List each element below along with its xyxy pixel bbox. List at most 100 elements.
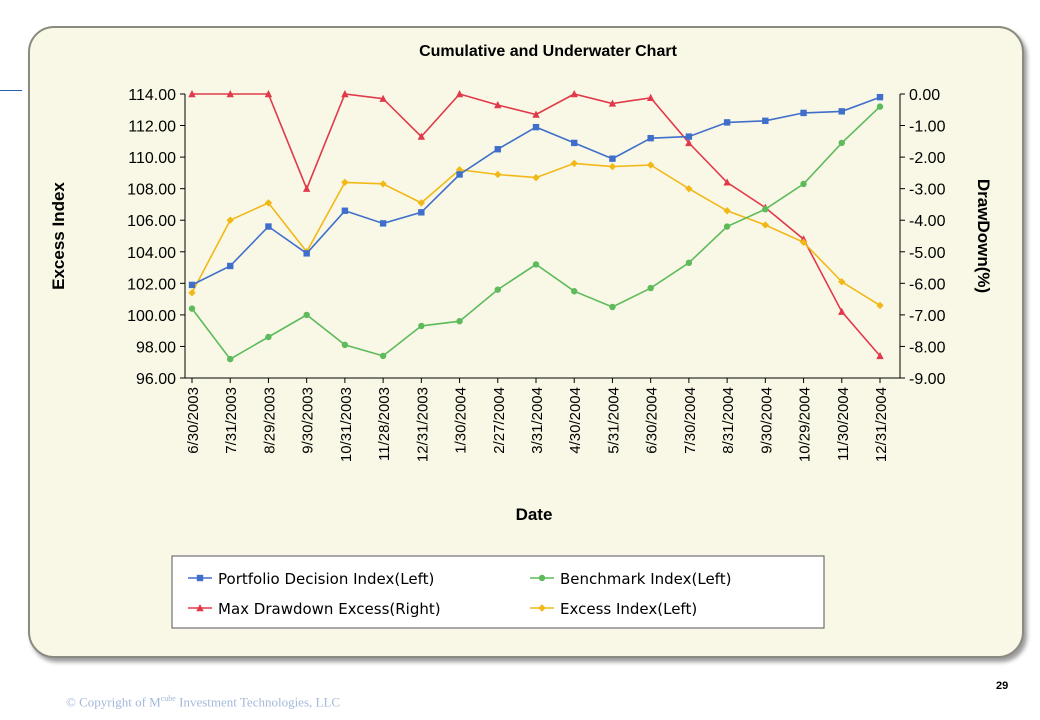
- chart-title: Cumulative and Underwater Chart: [419, 43, 678, 60]
- data-point: [647, 134, 654, 142]
- legend-box: [171, 555, 825, 629]
- legend-marker: [538, 604, 546, 612]
- legend-marker: [538, 574, 546, 582]
- data-point: [761, 221, 770, 229]
- y-tick-label: 104.00: [127, 245, 176, 262]
- data-point: [226, 216, 234, 224]
- data-point: [379, 180, 387, 188]
- data-point: [226, 90, 234, 98]
- x-tick-label: 7/31/2003: [223, 387, 240, 454]
- data-point: [227, 355, 234, 363]
- data-point: [188, 281, 196, 289]
- copyright-suffix: Investment Technologies, LLC: [175, 694, 341, 710]
- data-point: [188, 305, 196, 312]
- data-point: [685, 184, 693, 193]
- data-point: [188, 90, 196, 98]
- legend-label: Benchmark Index(Left): [560, 570, 731, 588]
- x-tick-label: 3/31/2004: [529, 387, 546, 454]
- data-point: [647, 284, 654, 292]
- legend-marker: [196, 574, 204, 582]
- series-square-group: [188, 93, 884, 289]
- y-tick-label: 98.00: [136, 339, 176, 356]
- legend-marker: [196, 604, 204, 612]
- y2-tick-label: 0.00: [909, 87, 940, 104]
- data-point: [723, 178, 731, 186]
- data-point: [609, 155, 616, 162]
- x-tick-label: 11/30/2004: [835, 387, 852, 461]
- data-point: [341, 341, 349, 349]
- data-point: [800, 109, 807, 117]
- data-point: [685, 259, 693, 267]
- data-point: [341, 207, 349, 214]
- x-tick-label: 7/30/2004: [682, 387, 699, 454]
- header-rule: [0, 90, 22, 91]
- x-tick-label: 12/31/2003: [414, 387, 431, 462]
- data-point: [456, 318, 463, 325]
- series-diamond-group: [188, 159, 884, 310]
- y2-tick-label: -4.00: [909, 213, 946, 230]
- y2-tick-label: -3.00: [909, 182, 946, 199]
- data-point: [685, 133, 693, 140]
- data-point: [571, 139, 578, 147]
- x-tick-label: 9/30/2003: [300, 387, 317, 454]
- y-tick-label: 114.00: [128, 87, 176, 104]
- y-tick-label: 102.00: [127, 276, 176, 293]
- y-tick-label: 100.00: [127, 308, 176, 325]
- data-point: [646, 161, 655, 169]
- data-point: [876, 93, 884, 101]
- data-point: [303, 311, 310, 319]
- data-point: [762, 117, 769, 125]
- data-point: [608, 162, 617, 171]
- x-tick-label: 1/30/2004: [453, 387, 470, 454]
- y2-tick-label: -6.00: [909, 276, 946, 293]
- y-axis-label: Excess Index: [49, 182, 68, 290]
- data-point: [723, 207, 731, 215]
- plot-area: [188, 90, 884, 363]
- x-tick-label: 8/31/2004: [720, 387, 737, 454]
- x-tick-label: 6/30/2003: [185, 387, 202, 454]
- x-ticks: 6/30/2003 7/31/2003 8/29/2003 9/30/2003 10/3…: [185, 378, 890, 462]
- data-point: [876, 301, 884, 310]
- data-point: [838, 139, 845, 147]
- series-line: [191, 106, 881, 361]
- y2-axis-label: DrawDown(%): [974, 179, 993, 293]
- legend-label: Max Drawdown Excess(Right): [218, 600, 441, 618]
- x-tick-label: 11/28/2003: [376, 387, 393, 461]
- data-point: [685, 138, 693, 147]
- y-tick-label: 108.00: [127, 182, 176, 199]
- y2-tick-label: -9.00: [909, 371, 946, 388]
- data-point: [532, 173, 540, 182]
- data-point: [227, 262, 234, 270]
- y2-tick-label: -5.00: [909, 245, 946, 262]
- copyright-superscript: cube: [160, 694, 176, 703]
- data-point: [379, 352, 387, 360]
- data-point: [800, 180, 807, 188]
- data-point: [341, 90, 349, 98]
- data-point: [494, 286, 501, 293]
- data-point: [417, 132, 426, 140]
- data-point: [494, 146, 501, 153]
- data-point: [570, 90, 578, 98]
- copyright-notice: © Copyright of Mcube Investment Technolo…: [66, 694, 340, 710]
- data-point: [799, 238, 808, 247]
- left-y-ticks: 96.00 98.00 100.00 102.00 104.00 106.00 108.00…: [127, 87, 185, 388]
- x-tick-label: 2/27/2004: [491, 387, 508, 454]
- data-point: [838, 278, 846, 286]
- data-point: [265, 223, 272, 230]
- data-point: [532, 123, 540, 131]
- page-number: 29: [996, 680, 1009, 692]
- legend-label: Excess Index(Left): [560, 600, 697, 618]
- data-point: [341, 178, 349, 187]
- data-point: [265, 333, 272, 341]
- x-tick-label: 6/30/2004: [644, 387, 661, 454]
- x-tick-label: 4/30/2004: [567, 387, 584, 454]
- data-point: [418, 209, 425, 216]
- data-point: [456, 171, 463, 178]
- data-point: [494, 170, 502, 179]
- series-line: [192, 93, 881, 357]
- legend-label: Portfolio Decision Index(Left): [218, 570, 434, 588]
- data-point: [532, 261, 540, 268]
- series-circle-group: [188, 103, 884, 363]
- x-tick-label: 8/29/2003: [261, 387, 278, 454]
- data-point: [418, 322, 425, 330]
